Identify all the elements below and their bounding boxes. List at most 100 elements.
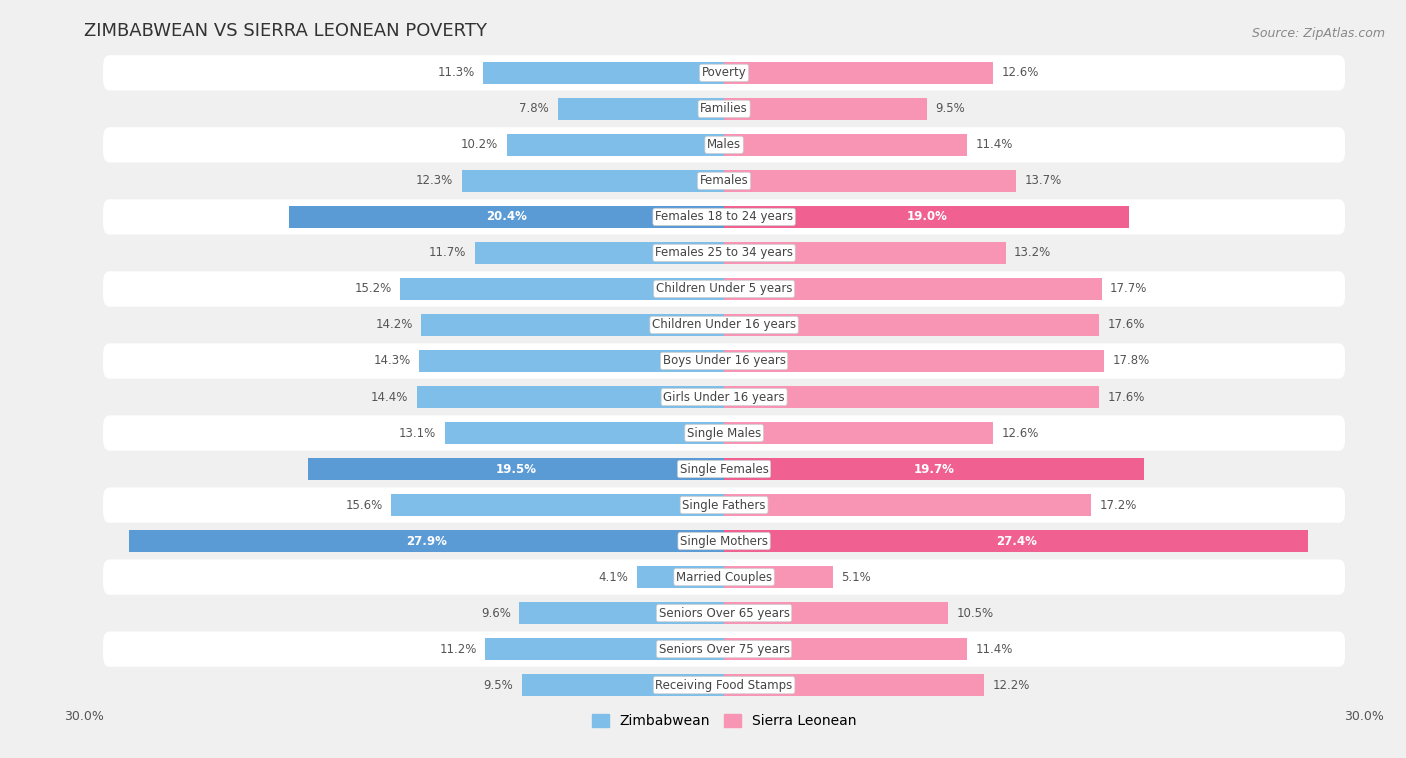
FancyBboxPatch shape — [103, 596, 1346, 631]
Text: Single Males: Single Males — [688, 427, 761, 440]
Bar — [422, 314, 724, 336]
Text: Single Females: Single Females — [679, 462, 769, 475]
Text: 19.5%: 19.5% — [496, 462, 537, 475]
Text: 13.7%: 13.7% — [1025, 174, 1062, 187]
Bar — [129, 530, 724, 553]
Bar — [724, 602, 948, 625]
Text: Girls Under 16 years: Girls Under 16 years — [664, 390, 785, 403]
Bar — [724, 566, 832, 588]
Text: 11.3%: 11.3% — [437, 67, 475, 80]
Text: 7.8%: 7.8% — [519, 102, 550, 115]
Text: 19.7%: 19.7% — [914, 462, 955, 475]
Bar — [475, 242, 724, 264]
Text: Poverty: Poverty — [702, 67, 747, 80]
FancyBboxPatch shape — [103, 163, 1346, 199]
Bar — [399, 277, 724, 300]
Text: 11.2%: 11.2% — [439, 643, 477, 656]
Text: 9.6%: 9.6% — [481, 606, 510, 619]
Text: 17.2%: 17.2% — [1099, 499, 1137, 512]
Bar — [637, 566, 724, 588]
Text: Children Under 5 years: Children Under 5 years — [655, 283, 793, 296]
Text: 12.2%: 12.2% — [993, 678, 1031, 691]
Text: 4.1%: 4.1% — [599, 571, 628, 584]
FancyBboxPatch shape — [103, 452, 1346, 487]
Text: 14.4%: 14.4% — [371, 390, 409, 403]
Text: 17.6%: 17.6% — [1108, 318, 1146, 331]
Text: 15.2%: 15.2% — [354, 283, 391, 296]
Bar — [444, 422, 724, 444]
FancyBboxPatch shape — [103, 668, 1346, 703]
Text: 17.8%: 17.8% — [1112, 355, 1150, 368]
Text: 14.2%: 14.2% — [375, 318, 413, 331]
Bar — [724, 314, 1099, 336]
Bar — [724, 350, 1104, 372]
Text: Boys Under 16 years: Boys Under 16 years — [662, 355, 786, 368]
Bar — [724, 133, 967, 156]
Bar — [724, 494, 1091, 516]
Text: Families: Families — [700, 102, 748, 115]
Text: 15.6%: 15.6% — [346, 499, 382, 512]
Bar — [724, 458, 1144, 481]
Text: 27.9%: 27.9% — [406, 534, 447, 547]
Text: 12.6%: 12.6% — [1001, 67, 1039, 80]
Bar — [419, 350, 724, 372]
Bar — [308, 458, 724, 481]
Text: 11.4%: 11.4% — [976, 139, 1014, 152]
Bar — [724, 205, 1129, 228]
FancyBboxPatch shape — [103, 271, 1346, 306]
Bar — [724, 277, 1101, 300]
Text: 13.1%: 13.1% — [399, 427, 436, 440]
Bar — [391, 494, 724, 516]
Text: 9.5%: 9.5% — [935, 102, 965, 115]
FancyBboxPatch shape — [103, 235, 1346, 271]
Text: 13.2%: 13.2% — [1014, 246, 1052, 259]
FancyBboxPatch shape — [103, 127, 1346, 162]
Text: Single Mothers: Single Mothers — [681, 534, 768, 547]
Bar — [506, 133, 724, 156]
Text: 9.5%: 9.5% — [484, 678, 513, 691]
FancyBboxPatch shape — [103, 307, 1346, 343]
Text: 20.4%: 20.4% — [486, 211, 527, 224]
Bar — [519, 602, 724, 625]
Bar — [724, 530, 1309, 553]
Bar — [724, 242, 1005, 264]
FancyBboxPatch shape — [103, 55, 1346, 90]
Bar — [522, 674, 724, 697]
FancyBboxPatch shape — [103, 199, 1346, 234]
Text: Source: ZipAtlas.com: Source: ZipAtlas.com — [1251, 27, 1385, 39]
Text: 11.7%: 11.7% — [429, 246, 465, 259]
FancyBboxPatch shape — [103, 343, 1346, 379]
Text: Receiving Food Stamps: Receiving Food Stamps — [655, 678, 793, 691]
FancyBboxPatch shape — [103, 631, 1346, 667]
Bar — [461, 170, 724, 192]
Text: 11.4%: 11.4% — [976, 643, 1014, 656]
FancyBboxPatch shape — [103, 379, 1346, 415]
Text: Seniors Over 65 years: Seniors Over 65 years — [658, 606, 790, 619]
Text: Married Couples: Married Couples — [676, 571, 772, 584]
Bar — [485, 638, 724, 660]
FancyBboxPatch shape — [103, 91, 1346, 127]
Text: 17.6%: 17.6% — [1108, 390, 1146, 403]
Bar — [290, 205, 724, 228]
FancyBboxPatch shape — [103, 415, 1346, 451]
Legend: Zimbabwean, Sierra Leonean: Zimbabwean, Sierra Leonean — [586, 709, 862, 734]
Text: 14.3%: 14.3% — [374, 355, 411, 368]
Bar — [724, 61, 993, 84]
Text: 17.7%: 17.7% — [1111, 283, 1147, 296]
Text: Females 25 to 34 years: Females 25 to 34 years — [655, 246, 793, 259]
Bar — [724, 98, 927, 120]
Text: Children Under 16 years: Children Under 16 years — [652, 318, 796, 331]
Text: Males: Males — [707, 139, 741, 152]
Text: 19.0%: 19.0% — [907, 211, 948, 224]
Bar — [724, 638, 967, 660]
Text: 5.1%: 5.1% — [841, 571, 872, 584]
Text: Single Fathers: Single Fathers — [682, 499, 766, 512]
Text: 10.2%: 10.2% — [461, 139, 498, 152]
FancyBboxPatch shape — [103, 487, 1346, 523]
Bar — [418, 386, 724, 408]
Bar — [484, 61, 724, 84]
Bar — [724, 386, 1099, 408]
Text: ZIMBABWEAN VS SIERRA LEONEAN POVERTY: ZIMBABWEAN VS SIERRA LEONEAN POVERTY — [84, 23, 488, 40]
Text: 27.4%: 27.4% — [995, 534, 1036, 547]
Text: Seniors Over 75 years: Seniors Over 75 years — [658, 643, 790, 656]
